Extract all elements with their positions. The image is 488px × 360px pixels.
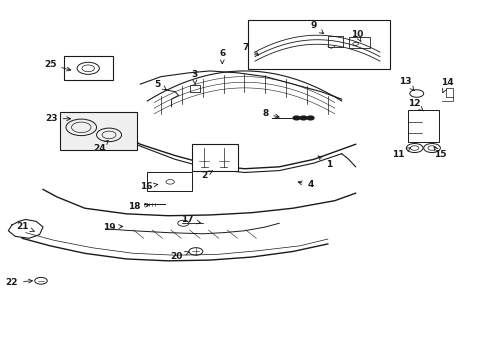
Text: 5: 5 — [154, 80, 166, 90]
Text: 22: 22 — [5, 278, 32, 287]
Bar — [64, 56, 112, 80]
Text: 4: 4 — [298, 180, 313, 189]
Text: 12: 12 — [407, 99, 423, 111]
Text: 19: 19 — [102, 222, 122, 231]
Circle shape — [300, 116, 306, 120]
Text: 16: 16 — [140, 182, 158, 191]
Text: 18: 18 — [128, 202, 149, 211]
Text: 10: 10 — [350, 30, 363, 42]
Text: 9: 9 — [310, 21, 323, 33]
Text: 21: 21 — [16, 222, 34, 231]
Text: 25: 25 — [43, 60, 71, 71]
Bar — [407, 111, 438, 143]
Bar — [61, 112, 137, 150]
Text: 7: 7 — [242, 43, 258, 55]
Bar — [327, 36, 343, 46]
Circle shape — [306, 116, 313, 120]
Text: 13: 13 — [399, 77, 413, 90]
Text: 17: 17 — [181, 215, 200, 224]
Text: 20: 20 — [170, 251, 188, 261]
Bar — [147, 172, 192, 191]
Text: 6: 6 — [219, 49, 225, 64]
Circle shape — [292, 116, 300, 120]
Text: 1: 1 — [318, 156, 332, 170]
Text: 3: 3 — [191, 70, 197, 85]
Text: 14: 14 — [440, 78, 453, 93]
Text: 24: 24 — [94, 140, 108, 153]
Bar — [348, 37, 369, 48]
Text: 11: 11 — [392, 148, 409, 159]
Text: 2: 2 — [201, 171, 212, 180]
Text: 15: 15 — [433, 147, 446, 159]
Text: 8: 8 — [262, 109, 279, 118]
Bar — [247, 20, 389, 69]
Text: 23: 23 — [45, 114, 70, 123]
Bar — [190, 85, 200, 92]
Bar — [192, 144, 237, 171]
